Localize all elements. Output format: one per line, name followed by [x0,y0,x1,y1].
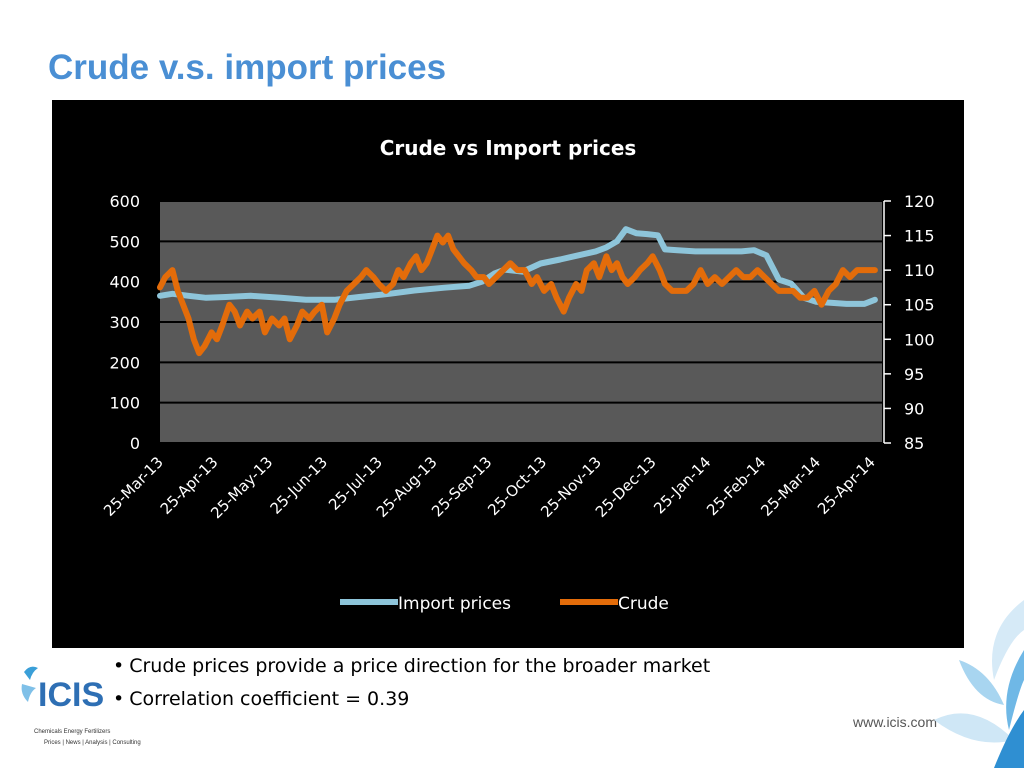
x-tick-label: 25-Apr-14 [814,453,879,518]
icis-logo: ICIS Chemicals Energy Fertilizers Prices… [21,666,141,746]
y-left-tick-label: 100 [109,394,140,413]
y-left-tick-label: 0 [130,434,140,453]
y-right-tick-label: 85 [904,434,924,453]
import-prices-series-line [157,226,878,307]
y-right-tick-label: 120 [904,192,935,211]
x-tick-label: 25-Mar-13 [100,453,167,520]
chart-panel: Crude vs Import prices 0 100 200 300 400 500 60… [52,100,964,648]
logo-tagline-2: Prices | News | Analysis | Consulting [44,740,141,746]
x-tick-label: 25-Jun-13 [267,453,332,518]
logo-tagline-1: Chemicals Energy Fertilizers [34,729,110,735]
legend: Import prices Crude [340,594,669,614]
icis-logo-mark-icon [21,666,38,702]
y-left-tick-label: 500 [109,232,140,251]
bullet-list: Crude prices provide a price direction f… [113,651,710,717]
y-left-tick-label: 200 [109,353,140,372]
crude-series-line [157,232,878,357]
chart-title: Crude vs Import prices [380,136,637,160]
y-left-tick-label: 300 [109,313,140,332]
y-left-tick-label: 400 [109,273,140,292]
y-right-tick-label: 95 [904,365,924,384]
y-right-tick-label: 110 [904,261,935,280]
y-right-tick-label: 105 [904,296,935,315]
bullet-item: Correlation coefficient = 0.39 [113,684,710,717]
y-left-tick-label: 600 [109,192,140,211]
site-url: www.icis.com [853,714,938,730]
slide-title: Crude v.s. import prices [48,48,447,87]
chart: Crude vs Import prices 0 100 200 300 400 500 60… [100,136,935,614]
y-right-tick-label: 100 [904,330,935,349]
y-right-tick-label: 115 [904,227,935,246]
legend-label: Crude [618,594,669,614]
bullet-item: Crude prices provide a price direction f… [113,651,710,684]
x-tick-label: 25-Sep-13 [428,453,495,520]
logo-wordmark: ICIS [38,676,104,714]
y-right-tick-label: 90 [904,399,924,418]
x-tick-label: 25-Mar-14 [757,453,824,520]
legend-label: Import prices [398,594,511,614]
corner-decoration-icon [934,600,1024,768]
